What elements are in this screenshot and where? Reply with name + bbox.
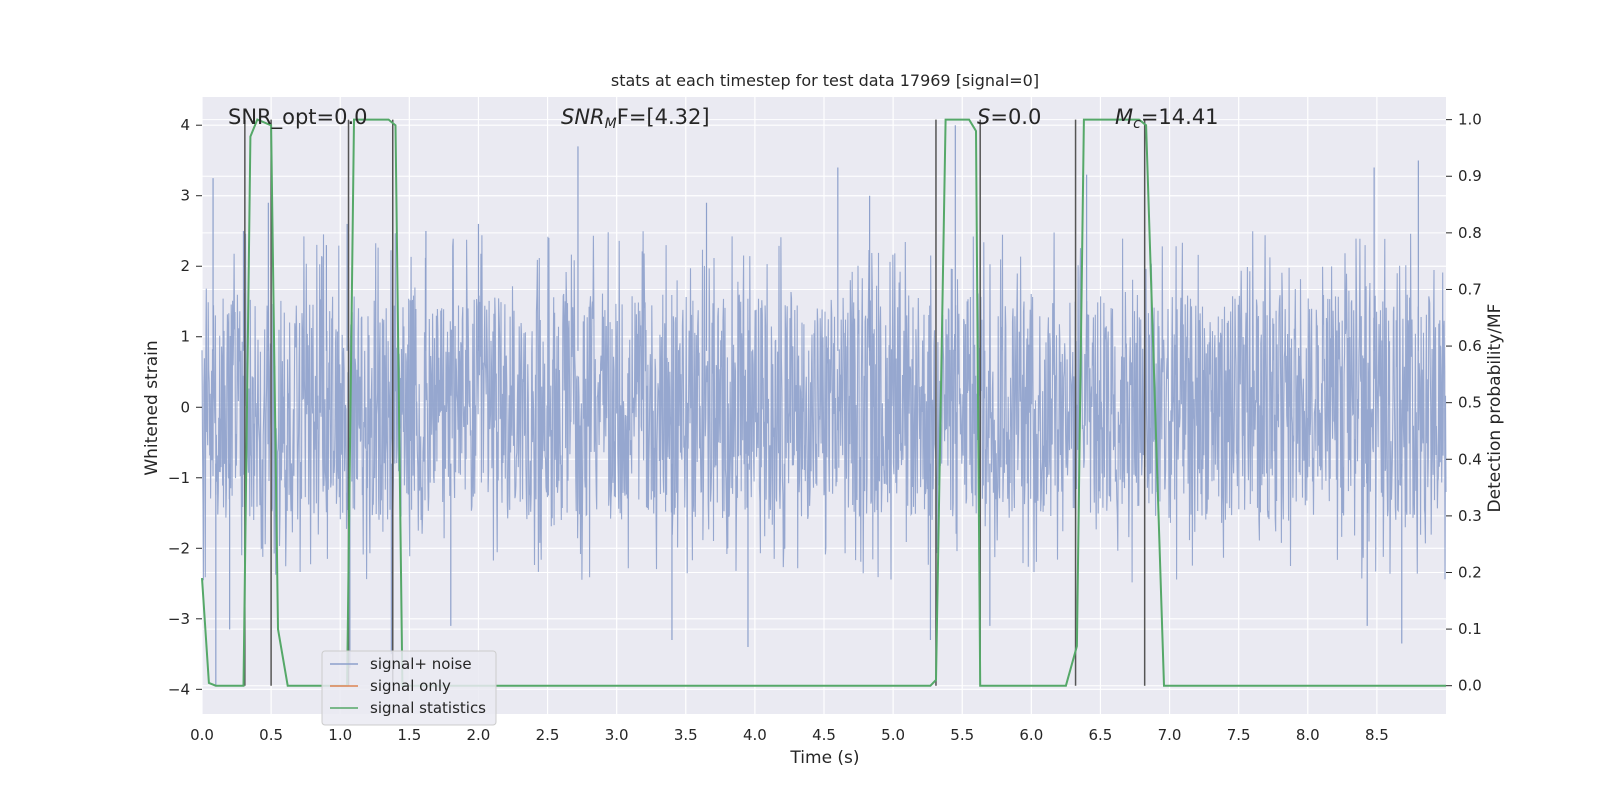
x-tick-label: 0.5 bbox=[259, 726, 283, 744]
y-right-tick-label: 0.1 bbox=[1458, 620, 1482, 638]
x-tick-label: 6.0 bbox=[1019, 726, 1043, 744]
x-axis-ticks: 0.0 0.5 1.0 1.5 2.0 2.5 3.0 3.5 4.0 4.5 5.0 5.5 6.0 6… bbox=[190, 726, 1389, 744]
x-tick-label: 3.0 bbox=[605, 726, 629, 744]
annotation-snr-mf: SNRMF=[4.32] bbox=[561, 105, 710, 132]
y-right-tick-label: 0.6 bbox=[1458, 337, 1482, 355]
x-tick-label: 8.0 bbox=[1296, 726, 1320, 744]
noise-trace bbox=[201, 231, 1447, 583]
signal-statistics-series bbox=[201, 118, 1446, 687]
y-right-tick-label: 0.8 bbox=[1458, 224, 1482, 242]
signal-statistics-line bbox=[201, 118, 1446, 687]
chart-title: stats at each timestep for test data 179… bbox=[611, 71, 1039, 90]
x-tick-label: 3.5 bbox=[674, 726, 698, 744]
y-right-axis-ticks: 1.0 0.9 0.8 0.7 0.6 0.5 0.4 0.3 0.2 0.1 0.0 bbox=[1446, 111, 1482, 695]
x-tick-label: 1.5 bbox=[397, 726, 421, 744]
y-left-axis-ticks: 4 3 2 1 0 −1 −2 −3 −4 bbox=[168, 116, 202, 698]
y-right-tick-label: 0.3 bbox=[1458, 507, 1482, 525]
x-tick-label: 2.5 bbox=[536, 726, 560, 744]
x-tick-label: 8.5 bbox=[1365, 726, 1389, 744]
x-tick-label: 4.0 bbox=[743, 726, 767, 744]
grid bbox=[201, 97, 1446, 714]
x-tick-label: 4.5 bbox=[812, 726, 836, 744]
legend-label-signal: signal only bbox=[370, 677, 451, 695]
annotation-snr-opt: SNR_opt=0.0 bbox=[228, 105, 368, 130]
y-left-tick-label: −2 bbox=[168, 539, 190, 557]
legend: signal+ noise signal only signal statist… bbox=[321, 650, 497, 726]
x-tick-label: 0.0 bbox=[190, 726, 214, 744]
y-left-tick-label: 1 bbox=[180, 328, 190, 346]
y-right-tick-label: 1.0 bbox=[1458, 111, 1482, 129]
y-left-tick-label: −3 bbox=[168, 610, 190, 628]
y-left-tick-label: 3 bbox=[180, 187, 190, 205]
legend-label-statistics: signal statistics bbox=[370, 699, 486, 717]
x-tick-label: 5.5 bbox=[950, 726, 974, 744]
y-left-tick-label: 2 bbox=[180, 257, 190, 275]
y-left-tick-label: 0 bbox=[180, 398, 190, 416]
x-tick-label: 1.0 bbox=[328, 726, 352, 744]
annotation-mc: Mc=14.41 bbox=[1115, 105, 1219, 132]
x-tick-label: 5.0 bbox=[881, 726, 905, 744]
y-left-tick-label: −4 bbox=[168, 680, 190, 698]
y-right-tick-label: 0.2 bbox=[1458, 563, 1482, 581]
y-left-tick-label: 4 bbox=[180, 116, 190, 134]
y-right-axis-label: Detection probability/MF bbox=[1485, 304, 1505, 513]
y-right-tick-label: 0.5 bbox=[1458, 394, 1482, 412]
y-left-tick-label: −1 bbox=[168, 469, 190, 487]
x-axis-label: Time (s) bbox=[789, 748, 859, 768]
y-right-tick-label: 0.9 bbox=[1458, 167, 1482, 185]
y-left-axis-label: Whitened strain bbox=[142, 340, 162, 475]
x-tick-label: 6.5 bbox=[1089, 726, 1113, 744]
legend-box bbox=[321, 650, 497, 726]
legend-label-noise: signal+ noise bbox=[370, 655, 472, 673]
x-tick-label: 2.0 bbox=[467, 726, 491, 744]
y-right-tick-label: 0.7 bbox=[1458, 280, 1482, 298]
signal-noise-series bbox=[201, 125, 1447, 686]
x-tick-label: 7.5 bbox=[1227, 726, 1251, 744]
y-right-tick-label: 0.4 bbox=[1458, 450, 1482, 468]
annotation-s: S=0.0 bbox=[977, 105, 1041, 129]
x-tick-label: 7.0 bbox=[1158, 726, 1182, 744]
y-right-tick-label: 0.0 bbox=[1458, 677, 1482, 695]
